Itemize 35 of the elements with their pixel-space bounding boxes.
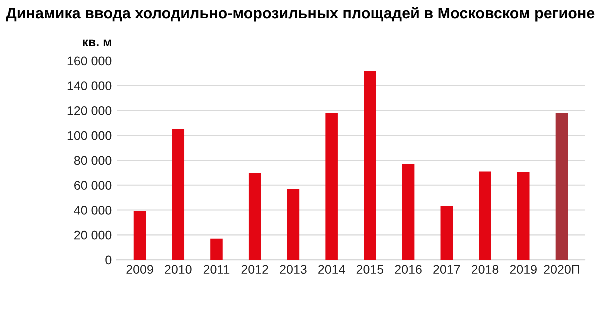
- bar: [440, 206, 454, 260]
- chart-title: Динамика ввода холодильно-морозильных площадей в Московском регионе: [6, 7, 595, 22]
- y-tick-label: 80 000: [74, 156, 112, 166]
- x-tick-label: 2016: [395, 265, 422, 274]
- bar: [248, 174, 262, 260]
- y-tick-label: 160 000: [68, 56, 112, 66]
- y-tick-label: 100 000: [68, 131, 112, 140]
- x-tick-label: 2015: [356, 265, 384, 274]
- x-tick-label: 2009: [126, 265, 154, 274]
- bar: [556, 113, 568, 260]
- bar: [172, 129, 185, 260]
- y-axis-title: кв. м: [83, 40, 112, 46]
- x-tick-label: 2010: [165, 265, 192, 274]
- x-tick-label: 2019: [510, 265, 537, 274]
- y-tick-label: 140 000: [68, 82, 112, 91]
- bar: [517, 172, 530, 260]
- y-tick-label: 60 000: [74, 181, 112, 190]
- x-tick-label: 2012: [242, 265, 268, 274]
- y-tick-label: 40 000: [74, 206, 112, 215]
- bar: [326, 113, 338, 260]
- bar: [364, 70, 376, 260]
- x-tick-label: 2013: [280, 265, 307, 274]
- bar: [210, 238, 223, 260]
- y-tick-label: 20 000: [74, 230, 112, 240]
- x-tick-label: 2018: [472, 265, 499, 274]
- x-tick-label: 2020П: [544, 265, 580, 274]
- y-tick-label: 120 000: [68, 106, 112, 116]
- y-tick-label: 0: [106, 256, 112, 265]
- bar: [134, 212, 146, 260]
- bar: [287, 189, 300, 260]
- x-tick-label: 2014: [318, 265, 346, 274]
- x-tick-label: 2011: [204, 265, 230, 274]
- bar: [479, 172, 492, 260]
- x-tick-label: 2017: [434, 265, 460, 274]
- bar: [402, 164, 415, 260]
